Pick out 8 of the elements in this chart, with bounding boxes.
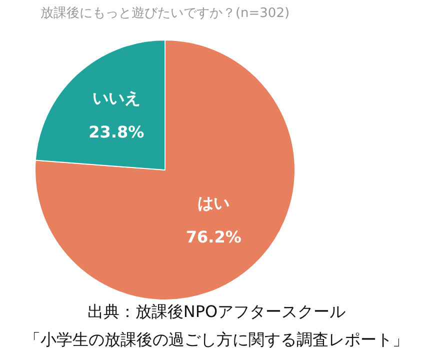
chart-title: 放課後にもっと遊びたいですか？(n=302) — [39, 5, 291, 22]
slice-label: いいえ — [92, 88, 140, 108]
data-label: 23.8% — [88, 122, 144, 142]
pie-slice — [34, 40, 296, 300]
slice-label: はい — [198, 193, 230, 212]
data-label: 76.2% — [186, 227, 242, 246]
text: 「小学生の放課後の過ごし方に関する調査レポート」 — [24, 329, 410, 351]
source-note: 出典：放課後NPOアフタースクール — [86, 301, 347, 323]
